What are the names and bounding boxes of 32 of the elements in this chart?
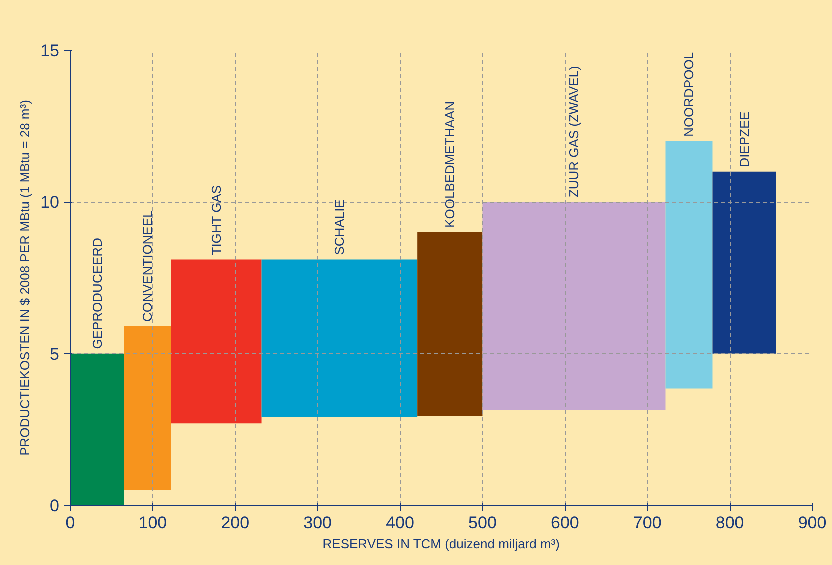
x-axis-title: RESERVES IN TCM (duizend miljard m³) (322, 536, 560, 552)
x-tick-label: 100 (138, 514, 168, 532)
y-tick-label: 0 (50, 496, 60, 516)
bar (124, 326, 172, 490)
text: TIGHT GAS (208, 185, 224, 256)
bar (482, 202, 666, 410)
x-tick-label: 800 (716, 514, 744, 532)
text: SCHALIE (332, 199, 348, 256)
text: DIEPZEE (736, 111, 752, 168)
bar (666, 142, 713, 389)
text: ZUUR GAS (ZWAVEL) (566, 66, 582, 198)
bar (712, 172, 776, 354)
x-tick-label: 400 (386, 514, 414, 532)
text: GEPRODUCEERD (90, 238, 105, 350)
x-tick-label: 0 (66, 514, 76, 532)
y-tick-label: 15 (40, 42, 60, 60)
y-axis-title: PRODUCTIEKOSTEN IN $ 2008 PER MBtu (1 MBtu = 28 m³) (18, 100, 33, 456)
bar (171, 260, 262, 424)
y-tick-label: 10 (40, 193, 60, 212)
bar (70, 354, 124, 506)
y-tick-label: 5 (50, 344, 60, 364)
text: NOORDPOOL (682, 52, 697, 137)
bar (262, 260, 418, 418)
x-tick-label: 200 (221, 514, 250, 532)
bar (418, 232, 483, 416)
text: KOOLBEDMETHAAN (442, 102, 458, 228)
x-tick-label: 700 (633, 514, 662, 532)
x-tick-label: 900 (798, 514, 827, 532)
text: CONVENTIONEEL (140, 210, 156, 322)
x-tick-label: 500 (468, 514, 497, 532)
x-tick-label: 600 (550, 514, 580, 532)
x-tick-label: 300 (304, 514, 332, 532)
